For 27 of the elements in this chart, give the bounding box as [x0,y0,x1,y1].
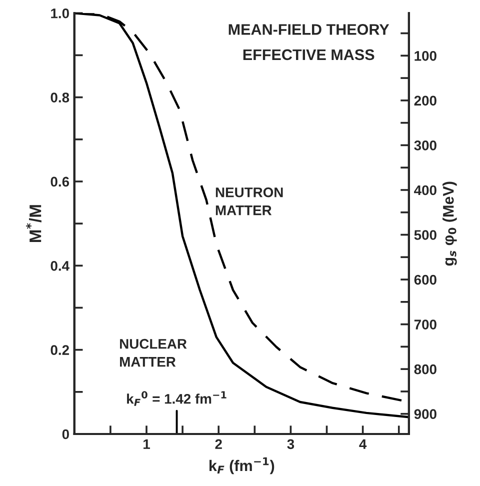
y-tick-label: 0 [62,429,69,440]
y2-tick-label: 700 [414,320,436,330]
ref-line-label: k$_{F}$$^{0}$ = 1.42 fm$^{−1}$ [127,391,226,406]
y-tick-label: 0.2 [50,345,69,355]
y2-tick-label: 400 [414,185,436,196]
y-tick-label: 0.4 [50,260,70,271]
y-tick-label: 0.6 [50,176,70,187]
y2-tick-label: 100 [414,50,436,61]
text: NUCLEAR MATTER [120,338,187,367]
x-axis-title: k$_{F}$ (fm$^{−1}$) [210,457,274,474]
series-label: NEUTRON MATTER [216,187,283,216]
y-axis-title: M$^{*}$/M [26,205,42,242]
y2-tick-label: 800 [414,364,436,374]
y2-tick-label: 200 [414,96,436,106]
y2-tick-label: 500 [414,230,436,240]
text: MEAN-FIELD THEORY [228,24,390,35]
y2-tick-label: 600 [414,274,436,285]
y2-tick-label: 300 [414,140,436,150]
y-tick-label: 1.0 [51,8,69,18]
y-tick-label: 0.8 [50,92,70,102]
x-tick-label: 4 [359,439,367,449]
text: EFFECTIVE MASS [243,49,374,60]
x-tick-label: 1 [144,439,150,449]
y2-tick-label: 900 [414,409,436,420]
x-tick-label: 2 [215,439,222,449]
y2-axis-title: g$_{s}$ φ$_{0}$ (MeV) [442,182,457,266]
x-tick-label: 3 [287,439,294,450]
